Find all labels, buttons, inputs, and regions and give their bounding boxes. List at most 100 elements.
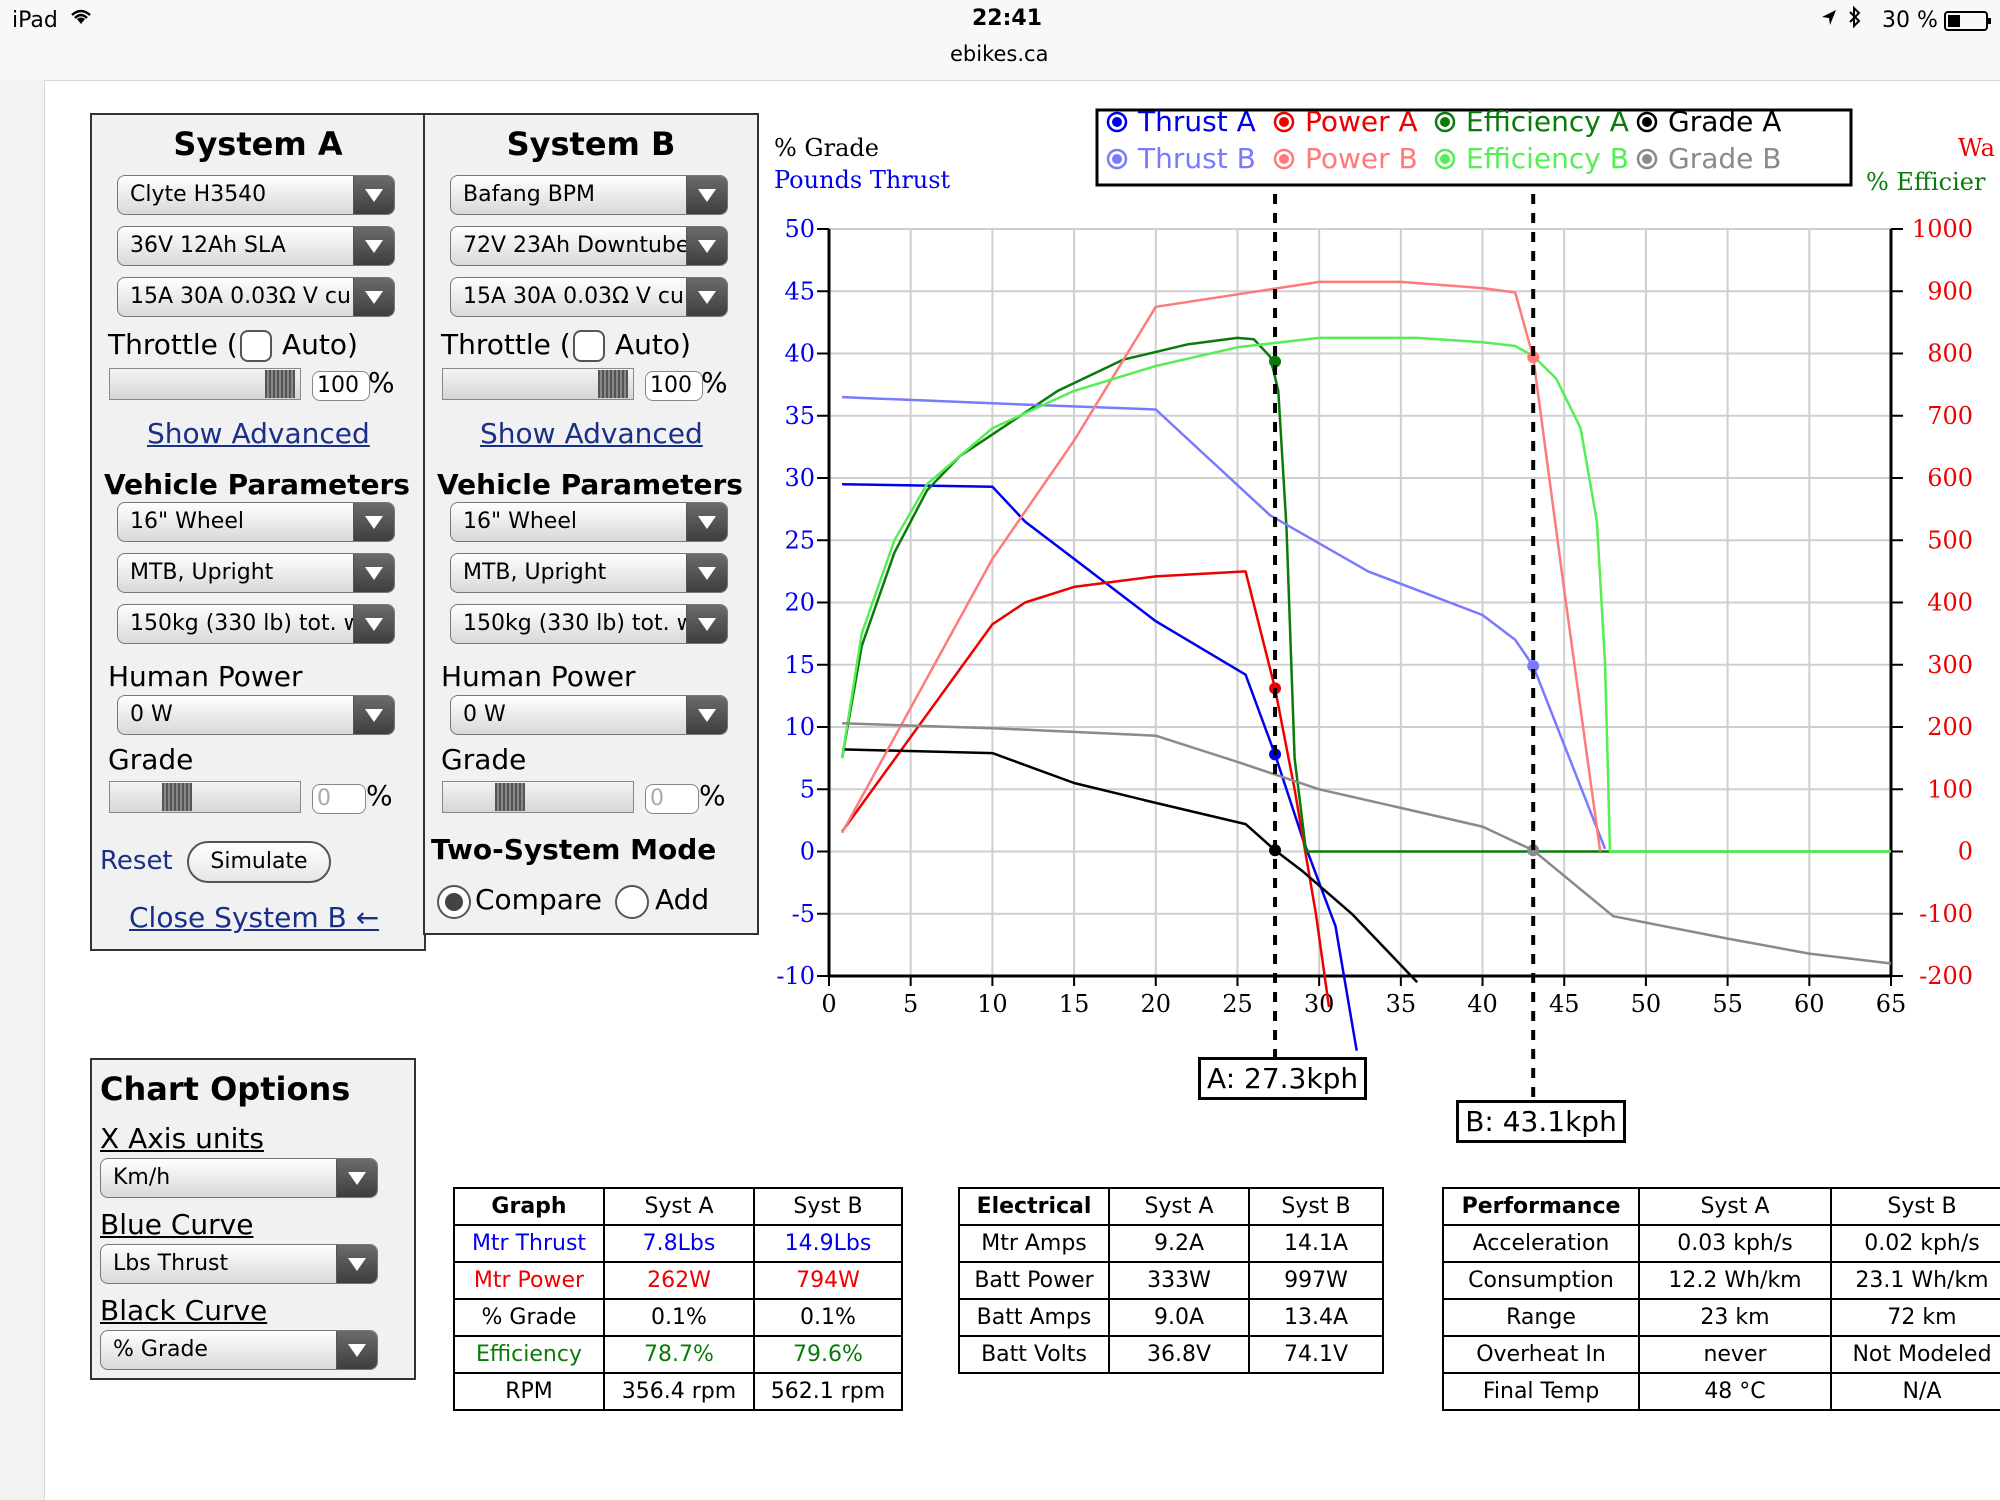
weight-select-a[interactable]: 150kg (330 lb) tot. w — [117, 604, 395, 644]
throttle-label-a: Throttle ( — [108, 328, 238, 361]
legend-dot — [1279, 154, 1289, 164]
location-icon — [1820, 8, 1838, 34]
throttle-input-b[interactable]: 100 — [645, 371, 703, 401]
motor-select-a[interactable]: Clyte H3540 — [117, 175, 395, 215]
legend-label[interactable]: Thrust B — [1137, 142, 1256, 175]
series-power-b — [841, 280, 1602, 852]
speed-label-b: B: 43.1kph — [1456, 1100, 1626, 1143]
x-axis-units-select[interactable]: Km/h — [100, 1158, 378, 1198]
throttle-input-a[interactable]: 100 — [312, 371, 370, 401]
row-label: Batt Power — [958, 1261, 1110, 1300]
x-tick-label: 35 — [1386, 990, 1417, 1018]
throttle-slider-a[interactable] — [109, 368, 301, 400]
x-tick-label: 0 — [821, 990, 836, 1018]
y-right-tick-label: 1000 — [1912, 215, 1973, 243]
legend-label[interactable]: Efficiency A — [1466, 105, 1629, 138]
slider-thumb[interactable] — [598, 370, 628, 398]
table-row: Acceleration 0.03 kph/s 0.02 kph/s — [1442, 1224, 2000, 1263]
legend-label[interactable]: Grade A — [1668, 105, 1781, 138]
table-header: Syst A — [1108, 1187, 1250, 1226]
table-row: % Grade 0.1% 0.1% — [453, 1298, 903, 1337]
throttle-slider-b[interactable] — [442, 368, 634, 400]
auto-throttle-checkbox-b[interactable] — [573, 330, 605, 362]
posture-select-a[interactable]: MTB, Upright — [117, 553, 395, 593]
x-axis-units-label: X Axis units — [100, 1122, 264, 1155]
marker-power-b — [1527, 351, 1540, 364]
row-label: Range — [1442, 1298, 1640, 1337]
wheel-select-b[interactable]: 16" Wheel — [450, 502, 728, 542]
grade-slider-a[interactable] — [109, 781, 301, 813]
chevron-down-icon — [353, 503, 394, 541]
table-header: Syst B — [1830, 1187, 2000, 1226]
wheel-select-a[interactable]: 16" Wheel — [117, 502, 395, 542]
blue-curve-select[interactable]: Lbs Thrust — [100, 1244, 378, 1284]
table-header: Electrical — [958, 1187, 1110, 1226]
table-header: Graph — [453, 1187, 605, 1226]
human-power-select-a[interactable]: 0 W — [117, 695, 395, 735]
page-url[interactable]: ebikes.ca — [950, 42, 1049, 66]
y-right-tick-label: 200 — [1927, 713, 1973, 741]
y-right-tick-label: 800 — [1927, 340, 1973, 368]
y-left-tick-label: 25 — [784, 526, 815, 554]
left-axis-title-thrust: Pounds Thrust — [774, 166, 951, 194]
x-tick-label: 10 — [977, 990, 1008, 1018]
reset-link[interactable]: Reset — [100, 846, 173, 876]
show-advanced-link-a[interactable]: Show Advanced — [147, 417, 370, 450]
syst-a-value: 23 km — [1638, 1298, 1832, 1337]
controller-select-b[interactable]: 15A 30A 0.03Ω V cu — [450, 277, 728, 317]
syst-a-value: 12.2 Wh/km — [1638, 1261, 1832, 1300]
auto-throttle-checkbox-a[interactable] — [240, 330, 272, 362]
system-b-title: System B — [506, 125, 676, 163]
syst-b-value: 562.1 rpm — [753, 1372, 903, 1411]
weight-select-b[interactable]: 150kg (330 lb) tot. w — [450, 604, 728, 644]
series-efficiency-a — [840, 336, 1891, 853]
table-row: Batt Amps 9.0A 13.4A — [958, 1298, 1384, 1337]
slider-thumb[interactable] — [162, 783, 192, 811]
human-power-select-b[interactable]: 0 W — [450, 695, 728, 735]
vehicle-params-title-a: Vehicle Parameters — [104, 468, 410, 501]
status-bar: iPad 22:41 ebikes.ca 30 % — [0, 0, 2000, 81]
slider-thumb[interactable] — [495, 783, 525, 811]
blue-curve-label: Blue Curve — [100, 1208, 254, 1241]
battery-select-b[interactable]: 72V 23Ah Downtube — [450, 226, 728, 266]
legend-label[interactable]: Efficiency B — [1466, 142, 1629, 175]
y-right-tick-label: 900 — [1927, 277, 1973, 305]
compare-radio[interactable] — [437, 885, 471, 919]
legend-dot — [1642, 154, 1652, 164]
battery-select-a[interactable]: 36V 12Ah SLA — [117, 226, 395, 266]
throttle-label-b: Throttle ( — [441, 328, 571, 361]
table-row: Range 23 km 72 km — [1442, 1298, 2000, 1337]
marker-thrust-b — [1527, 659, 1540, 672]
grade-input-a[interactable]: 0 — [312, 784, 366, 814]
legend-label[interactable]: Grade B — [1668, 142, 1781, 175]
posture-select-b[interactable]: MTB, Upright — [450, 553, 728, 593]
y-left-tick-label: 0 — [800, 838, 815, 866]
grade-slider-b[interactable] — [442, 781, 634, 813]
slider-thumb[interactable] — [265, 370, 295, 398]
black-curve-label: Black Curve — [100, 1294, 268, 1327]
simulate-button[interactable]: Simulate — [187, 841, 331, 883]
black-curve-select[interactable]: % Grade — [100, 1330, 378, 1370]
add-radio[interactable] — [615, 885, 649, 919]
marker-efficiency-a — [1269, 355, 1282, 368]
table-row: Final Temp 48 °C N/A — [1442, 1372, 2000, 1411]
row-label: Final Temp — [1442, 1372, 1640, 1411]
close-system-b-link[interactable]: Close System B ← — [129, 901, 380, 934]
motor-select-b[interactable]: Bafang BPM — [450, 175, 728, 215]
table-header: Performance — [1442, 1187, 1640, 1226]
vehicle-params-title-b: Vehicle Parameters — [437, 468, 743, 501]
y-right-tick-label: 700 — [1927, 402, 1973, 430]
show-advanced-link-b[interactable]: Show Advanced — [480, 417, 703, 450]
legend-label[interactable]: Power B — [1305, 142, 1418, 175]
legend-label[interactable]: Thrust A — [1137, 105, 1256, 138]
speed-label-a: A: 27.3kph — [1198, 1057, 1368, 1100]
row-label: Mtr Power — [453, 1261, 605, 1300]
table-header: Syst B — [753, 1187, 903, 1226]
chevron-down-icon — [686, 605, 727, 643]
grade-input-b[interactable]: 0 — [645, 784, 699, 814]
controller-select-a[interactable]: 15A 30A 0.03Ω V cu — [117, 277, 395, 317]
legend-dot — [1112, 117, 1122, 127]
syst-b-value: Not Modeled — [1830, 1335, 2000, 1374]
legend-label[interactable]: Power A — [1305, 105, 1418, 138]
chart-options-title: Chart Options — [100, 1070, 351, 1108]
